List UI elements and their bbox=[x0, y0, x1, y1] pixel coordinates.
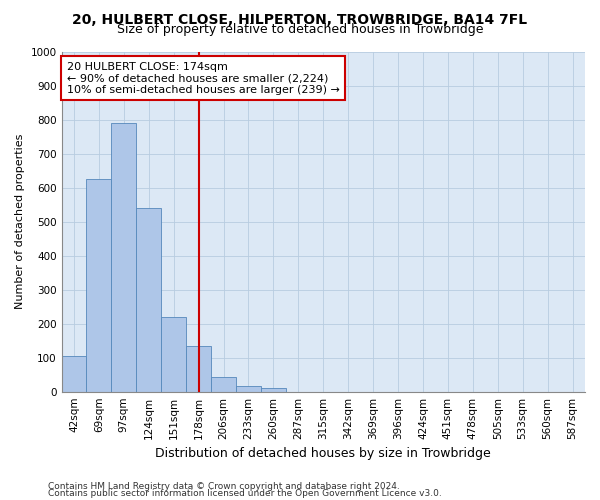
Bar bbox=[236, 386, 261, 392]
Text: Contains public sector information licensed under the Open Government Licence v3: Contains public sector information licen… bbox=[48, 489, 442, 498]
Text: 20, HULBERT CLOSE, HILPERTON, TROWBRIDGE, BA14 7FL: 20, HULBERT CLOSE, HILPERTON, TROWBRIDGE… bbox=[73, 12, 527, 26]
Y-axis label: Number of detached properties: Number of detached properties bbox=[15, 134, 25, 310]
Bar bbox=[86, 179, 112, 392]
Bar bbox=[112, 123, 136, 392]
Bar bbox=[136, 208, 161, 392]
Text: 20 HULBERT CLOSE: 174sqm
← 90% of detached houses are smaller (2,224)
10% of sem: 20 HULBERT CLOSE: 174sqm ← 90% of detach… bbox=[67, 62, 340, 95]
Bar bbox=[62, 356, 86, 392]
Bar bbox=[261, 388, 286, 392]
Bar bbox=[161, 317, 186, 392]
Bar bbox=[186, 346, 211, 392]
Text: Contains HM Land Registry data © Crown copyright and database right 2024.: Contains HM Land Registry data © Crown c… bbox=[48, 482, 400, 491]
X-axis label: Distribution of detached houses by size in Trowbridge: Distribution of detached houses by size … bbox=[155, 447, 491, 460]
Text: Size of property relative to detached houses in Trowbridge: Size of property relative to detached ho… bbox=[117, 22, 483, 36]
Bar bbox=[211, 378, 236, 392]
